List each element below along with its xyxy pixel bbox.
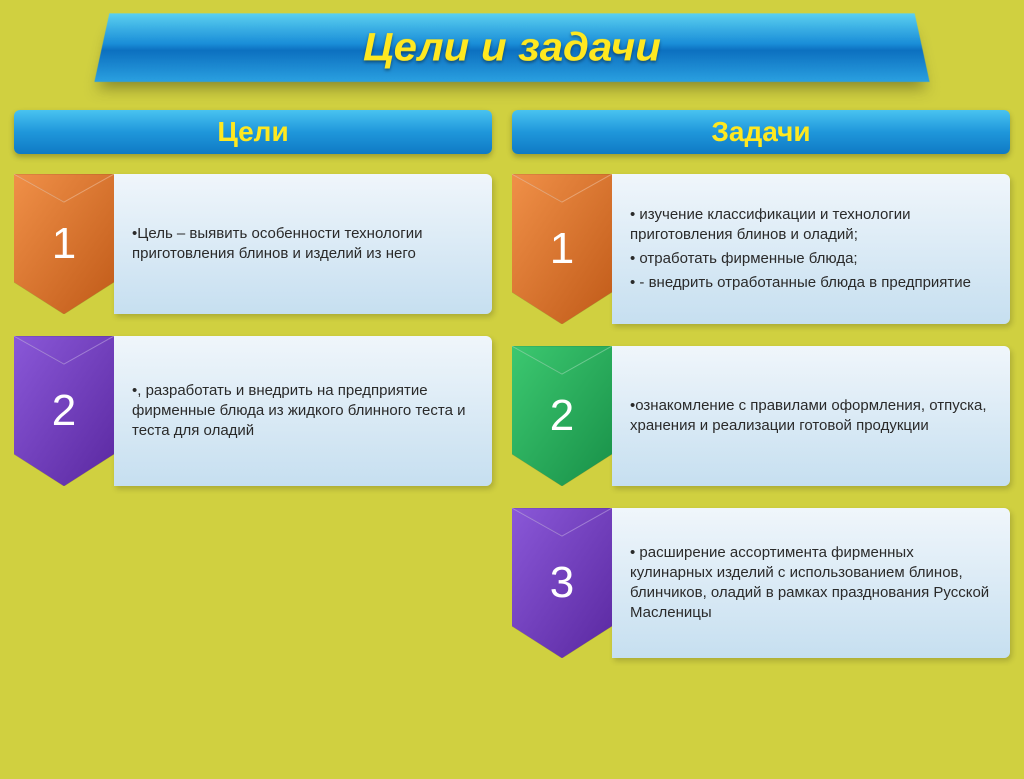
item-text-line: •ознакомление с правилами оформления, от… <box>630 396 994 437</box>
item-text-line: •, разработать и внедрить на предприятие… <box>132 381 476 442</box>
item-content: • расширение ассортимента фирменных кули… <box>612 508 1010 658</box>
item-text-line: • отработать фирменные блюда; <box>630 249 994 269</box>
list-item: 3 • расширение ассортимента фирменных кул… <box>512 508 1010 658</box>
right-column-header: Задачи <box>512 110 1010 154</box>
chevron-icon: 1 <box>14 174 114 314</box>
list-item: 1 • изучение классификации и технологии п… <box>512 174 1010 324</box>
item-content: • изучение классификации и технологии пр… <box>612 174 1010 324</box>
chevron-icon: 3 <box>512 508 612 658</box>
chevron-icon: 1 <box>512 174 612 324</box>
item-number: 2 <box>550 391 574 441</box>
right-items: 1 • изучение классификации и технологии п… <box>512 174 1010 658</box>
main-title: Цели и задачи <box>363 24 661 70</box>
item-text-line: • изучение классификации и технологии пр… <box>630 205 994 246</box>
left-items: 1 •Цель – выявить особенности технологии … <box>14 174 492 486</box>
item-number: 1 <box>52 219 76 269</box>
chevron-icon: 2 <box>512 346 612 486</box>
item-content: •ознакомление с правилами оформления, от… <box>612 346 1010 486</box>
list-item: 1 •Цель – выявить особенности технологии … <box>14 174 492 314</box>
right-column-title: Задачи <box>711 116 810 148</box>
item-content: •Цель – выявить особенности технологии п… <box>114 174 492 314</box>
item-number: 3 <box>550 558 574 608</box>
title-banner: Цели и задачи <box>94 13 929 81</box>
item-text-line: • расширение ассортимента фирменных кули… <box>630 543 994 624</box>
list-item: 2 •, разработать и внедрить на предприяти… <box>14 336 492 486</box>
left-column-title: Цели <box>217 116 288 148</box>
right-column: Задачи 1 • изучение классификации и техно… <box>512 110 1010 680</box>
item-number: 2 <box>52 386 76 436</box>
list-item: 2 •ознакомление с правилами оформления, о… <box>512 346 1010 486</box>
item-content: •, разработать и внедрить на предприятие… <box>114 336 492 486</box>
left-column: Цели 1 •Цель – выявить особенности технол… <box>14 110 492 680</box>
item-text-line: • - внедрить отработанные блюда в предпр… <box>630 273 994 293</box>
item-number: 1 <box>550 224 574 274</box>
item-text-line: •Цель – выявить особенности технологии п… <box>132 224 476 265</box>
columns-wrapper: Цели 1 •Цель – выявить особенности технол… <box>0 82 1024 680</box>
left-column-header: Цели <box>14 110 492 154</box>
chevron-icon: 2 <box>14 336 114 486</box>
